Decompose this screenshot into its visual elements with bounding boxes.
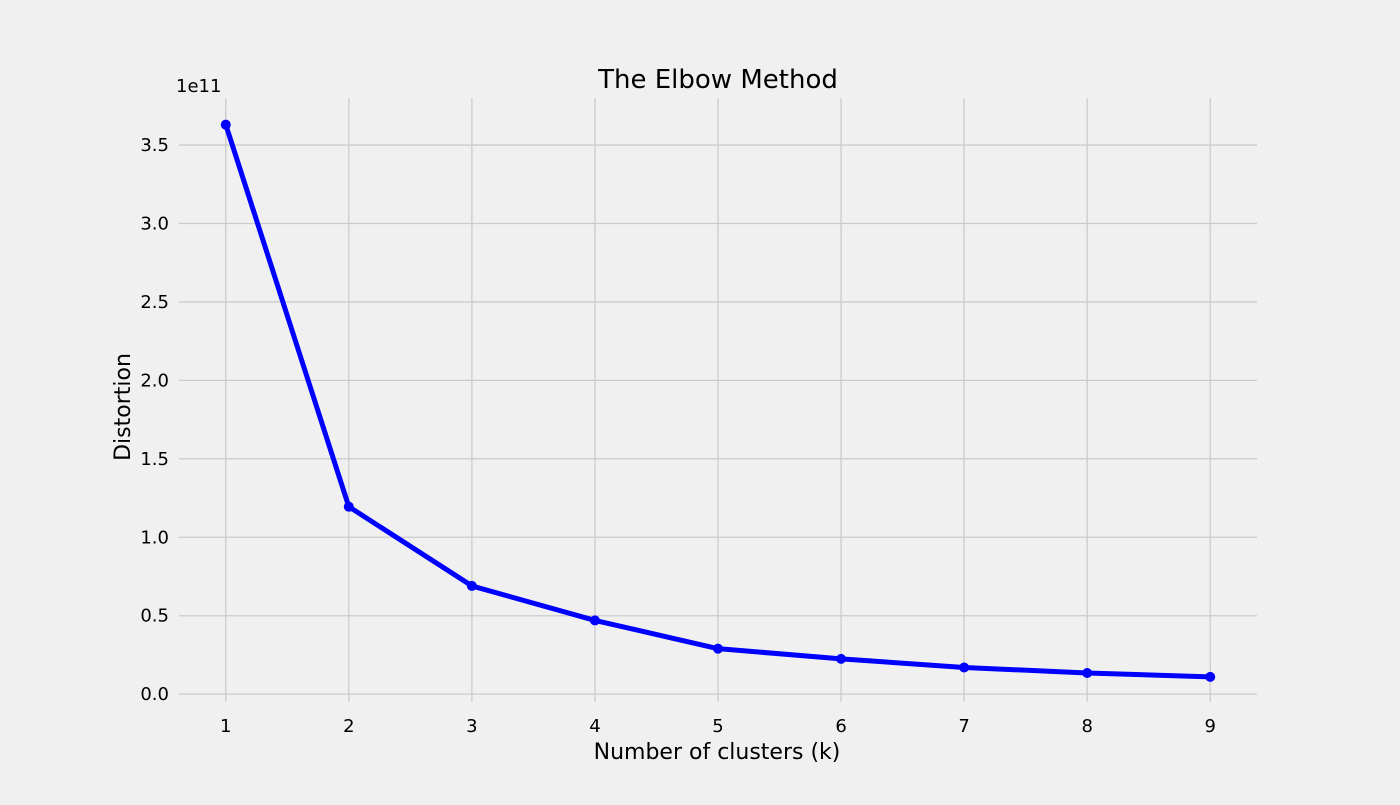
x-tick-label: 4 <box>589 716 600 737</box>
data-point <box>589 615 600 626</box>
data-point <box>343 501 354 512</box>
chart-title: The Elbow Method <box>597 65 838 95</box>
x-tick-label: 8 <box>1081 716 1092 737</box>
y-tick-label: 0.0 <box>140 684 169 705</box>
data-point <box>959 662 970 673</box>
y-tick-label: 3.0 <box>140 214 169 235</box>
x-tick-label: 3 <box>466 716 477 737</box>
grid-layer <box>179 98 1257 702</box>
data-point <box>713 643 723 654</box>
data-point <box>836 653 847 664</box>
data-point <box>1205 671 1216 682</box>
y-axis-label: Distortion <box>111 353 136 461</box>
x-tick-label: 5 <box>712 716 723 737</box>
x-tick-label: 6 <box>835 716 846 737</box>
data-point <box>466 580 477 591</box>
y-tick-label: 1.5 <box>140 449 169 470</box>
y-tick-label: 3.5 <box>140 135 169 156</box>
x-tick-label: 1 <box>220 716 231 737</box>
x-tick-label: 2 <box>343 716 354 737</box>
x-axis-label: Number of clusters (k) <box>594 740 841 765</box>
data-point <box>220 119 231 130</box>
y-tick-label: 1.0 <box>140 527 169 548</box>
y-offset-label: 1e11 <box>176 76 221 97</box>
y-tick-label: 2.5 <box>140 292 169 313</box>
x-tick-label: 9 <box>1205 716 1216 737</box>
tick-layer: 1 2 3 4 5 6 7 8 9 0.0 0.5 1.0 1.5 2.0 2.5 3.0 3.5 <box>140 135 1216 737</box>
x-tick-label: 7 <box>958 716 969 737</box>
data-point <box>1082 667 1093 678</box>
marker-layer <box>220 119 1216 682</box>
y-tick-label: 2.0 <box>140 370 169 391</box>
y-tick-label: 0.5 <box>140 606 169 627</box>
